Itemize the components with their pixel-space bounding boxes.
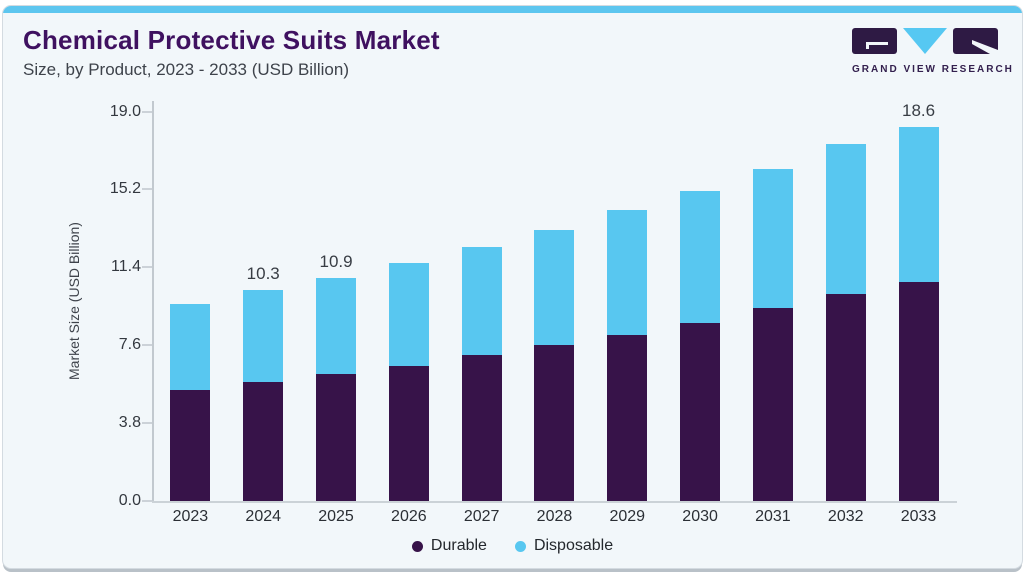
bar-segment-disposable-2027 <box>461 246 502 356</box>
x-axis-line <box>152 501 957 503</box>
bar-segment-durable-2028 <box>534 345 575 501</box>
legend-dot-durable <box>411 540 423 552</box>
gvr-logo-text: GRAND VIEW RESEARCH <box>852 64 1014 75</box>
y-tick-label-15.2: 15.2 <box>109 180 141 198</box>
bar-group-2024: 10.3 <box>227 101 300 501</box>
bar-value-label-2025: 10.9 <box>319 251 353 271</box>
gvr-logo: GRAND VIEW RESEARCH <box>852 28 1014 75</box>
x-tick-label-2027: 2027 <box>463 508 500 525</box>
chart-subtitle: Size, by Product, 2023 - 2033 (USD Billi… <box>23 60 349 79</box>
bar-segment-durable-2029 <box>607 334 648 501</box>
x-tick-label-2026: 2026 <box>391 508 427 525</box>
legend: Durable Disposable <box>3 537 1022 555</box>
bar-segment-disposable-2026 <box>388 263 429 366</box>
y-tick-mark-15.2 <box>142 188 152 191</box>
bar-segment-durable-2031 <box>752 308 793 501</box>
y-tick-label-3.8: 3.8 <box>118 414 141 432</box>
report-card: Chemical Protective Suits Market Size, b… <box>2 5 1023 569</box>
gvr-logo-icon <box>852 28 998 54</box>
legend-label-disposable: Disposable <box>533 537 614 554</box>
bar-group-2031 <box>737 101 810 501</box>
bar-segment-disposable-2024 <box>243 289 284 383</box>
y-tick-mark-11.4 <box>142 266 152 269</box>
bar-group-2025: 10.9 <box>300 101 373 501</box>
y-tick-mark-3.8 <box>142 422 152 425</box>
plot-area: 10.3 10.9 18.6 <box>154 101 955 501</box>
chart-header: Chemical Protective Suits Market Size, b… <box>23 25 440 80</box>
x-tick-label-2031: 2031 <box>755 508 791 525</box>
y-tick-mark-7.6 <box>142 344 152 347</box>
bar-segment-disposable-2030 <box>680 191 721 323</box>
bar-segment-disposable-2023 <box>170 304 211 391</box>
y-tick-label-7.6: 7.6 <box>118 336 141 354</box>
bar-group-2023 <box>154 101 227 501</box>
bar-group-2033: 18.6 <box>882 101 955 501</box>
x-tick-label-2028: 2028 <box>536 508 573 525</box>
x-tick-label-2024: 2024 <box>245 508 282 525</box>
bar-group-2032 <box>809 101 882 501</box>
x-tick-label-2030: 2030 <box>682 508 718 525</box>
bar-segment-durable-2023 <box>170 390 211 501</box>
bar-segment-durable-2033 <box>898 281 939 501</box>
bar-segment-durable-2030 <box>680 322 721 501</box>
legend-item-disposable: Disposable <box>514 537 614 555</box>
y-tick-mark-0.0 <box>142 500 152 502</box>
x-axis-labels: 2023 2024 2025 2026 2027 2028 2029 2030 2031 2032… <box>154 508 955 526</box>
bar-group-2029 <box>591 101 664 501</box>
bar-segment-durable-2025 <box>316 373 357 501</box>
bar-group-2030 <box>664 101 737 501</box>
y-axis-tick-labels: 0.0 3.8 7.6 11.4 15.2 19.0 <box>59 101 141 510</box>
bar-group-2027 <box>445 101 518 501</box>
bar-group-2026 <box>372 101 445 501</box>
bar-group-2028 <box>518 101 591 501</box>
x-tick-label-2033: 2033 <box>900 508 937 525</box>
bar-segment-durable-2024 <box>243 382 284 501</box>
top-accent-bar <box>3 6 1022 13</box>
bar-segment-disposable-2033 <box>898 127 939 282</box>
y-tick-label-0.0: 0.0 <box>118 492 141 509</box>
y-tick-label-11.4: 11.4 <box>111 258 141 276</box>
bar-segment-disposable-2025 <box>316 277 357 374</box>
bar-segment-disposable-2028 <box>534 230 575 346</box>
y-tick-label-19.0: 19.0 <box>109 102 141 120</box>
bar-value-label-2033: 18.6 <box>901 101 936 120</box>
x-tick-label-2025: 2025 <box>318 508 354 525</box>
bar-segment-durable-2027 <box>461 355 502 501</box>
x-tick-label-2032: 2032 <box>827 508 864 525</box>
x-tick-label-2023: 2023 <box>172 508 209 525</box>
bar-segment-durable-2026 <box>388 365 429 501</box>
y-axis-tick-marks <box>142 101 152 502</box>
bar-segment-durable-2032 <box>825 293 866 501</box>
legend-item-durable: Durable <box>411 537 487 555</box>
legend-label-durable: Durable <box>430 537 487 554</box>
legend-dot-disposable <box>514 540 526 552</box>
x-tick-label-2029: 2029 <box>609 508 646 525</box>
bar-value-label-2024: 10.3 <box>246 263 280 283</box>
bar-segment-disposable-2032 <box>825 144 866 294</box>
y-axis-line <box>152 101 154 503</box>
bar-segment-disposable-2029 <box>607 209 648 335</box>
chart-title: Chemical Protective Suits Market <box>23 25 440 55</box>
y-tick-mark-19.0 <box>142 110 152 113</box>
bar-segment-disposable-2031 <box>752 168 793 309</box>
